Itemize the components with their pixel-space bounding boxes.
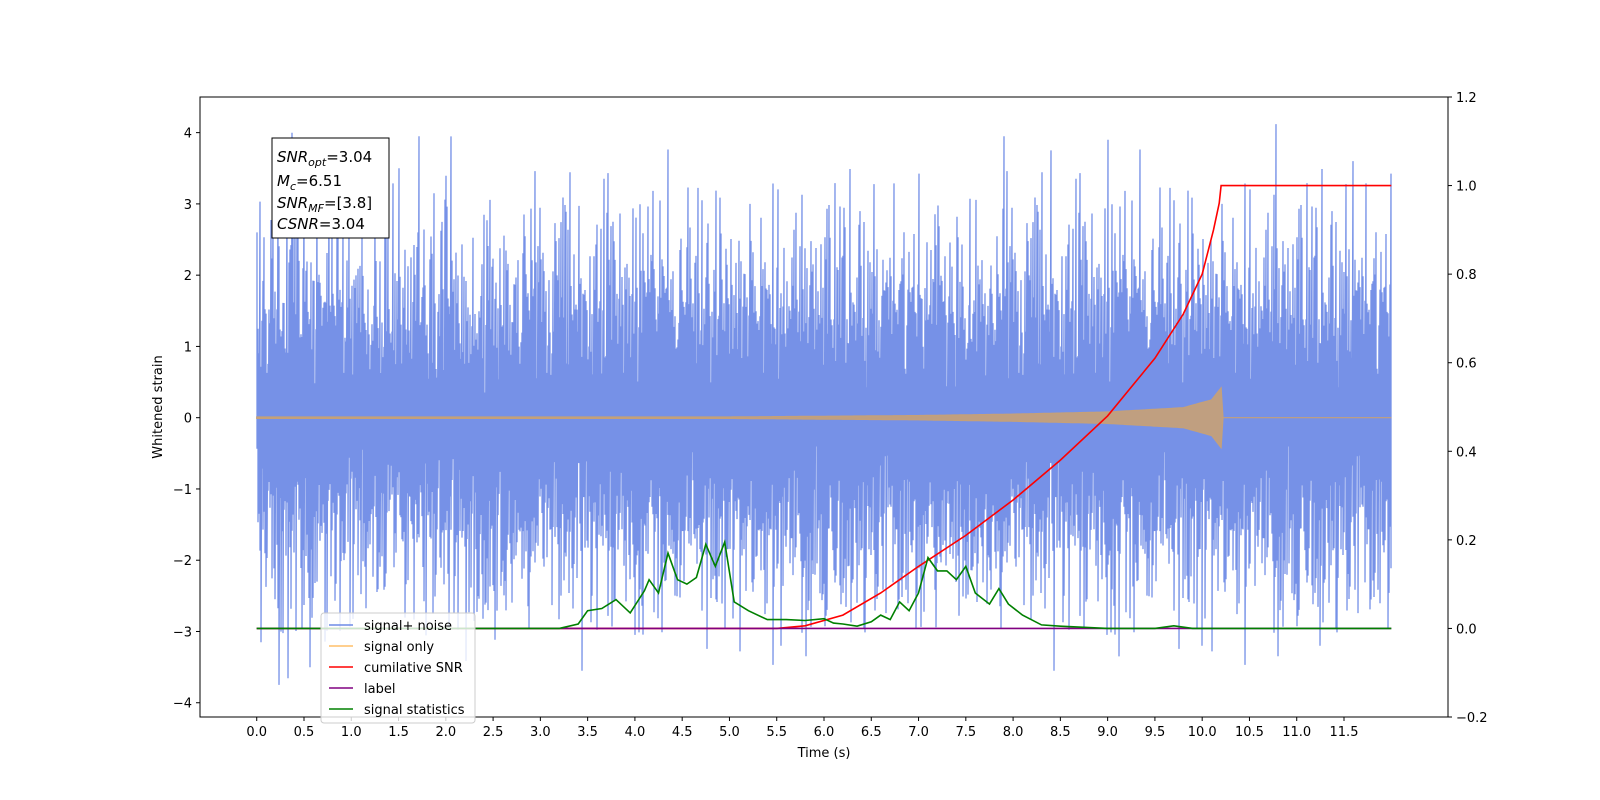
series-line-cumilative-snr <box>256 184 1392 630</box>
annotation-mc: Mc=6.51 <box>277 172 342 193</box>
y-left-tick-label: −4 <box>173 697 192 712</box>
y-right-tick-label: 0.8 <box>1456 268 1477 283</box>
annotation-csnr: CSNR=3.04 <box>277 215 365 233</box>
annotation-snr-opt: SNRopt=3.04 <box>277 148 372 169</box>
snr-mf-value: =[3.8] <box>324 194 372 212</box>
x-tick-label: 3.0 <box>530 725 551 740</box>
mc-subscript: c <box>290 180 296 193</box>
y-left-tick-label: −2 <box>173 554 192 569</box>
y-right-tick-label: 1.2 <box>1456 91 1477 106</box>
x-tick-label: 10.5 <box>1235 725 1264 740</box>
x-tick-label: 5.5 <box>766 725 787 740</box>
legend: signal+ noise signal only cumilative SNR la… <box>320 612 476 724</box>
x-tick-label: 8.0 <box>1003 725 1024 740</box>
csnr-value: =3.04 <box>319 215 365 233</box>
x-axis-label: Time (s) <box>797 746 851 761</box>
snr-mf-subscript: MF <box>308 202 324 215</box>
snr-mf-symbol: SNR <box>277 194 308 212</box>
x-tick-label: 3.5 <box>577 725 598 740</box>
x-tick-label: 1.0 <box>341 725 362 740</box>
x-tick-label: 1.5 <box>388 725 409 740</box>
mc-value: =6.51 <box>296 172 342 190</box>
legend-items: signal+ noise signal only cumilative SNR la… <box>329 619 465 718</box>
legend-frame <box>320 612 476 724</box>
y-left-tick-label: −3 <box>173 625 192 640</box>
series-line-signal-noise <box>256 124 1392 685</box>
x-tick-label: 6.5 <box>861 725 882 740</box>
y-left-tick-label: 1 <box>184 340 192 355</box>
x-tick-label: 7.0 <box>908 725 929 740</box>
x-tick-label: 11.5 <box>1330 725 1359 740</box>
y-right-tick-label: 0.2 <box>1456 534 1477 549</box>
y-left-tick-label: 0 <box>184 412 192 427</box>
snr-opt-symbol: SNR <box>277 148 308 166</box>
annotation-frame <box>271 137 390 239</box>
y-right-tick-label: 0.4 <box>1456 445 1477 460</box>
x-tick-label: 10.0 <box>1188 725 1217 740</box>
y-left-tick-label: 4 <box>184 127 192 142</box>
x-tick-label: 7.5 <box>955 725 976 740</box>
x-tick-label: 8.5 <box>1050 725 1071 740</box>
legend-label: signal+ noise <box>364 619 452 634</box>
x-tick-label: 2.5 <box>483 725 504 740</box>
y-right-tick-label: 0.0 <box>1456 622 1477 637</box>
y-right-tick-label: −0.2 <box>1456 711 1488 726</box>
snr-opt-subscript: opt <box>308 156 327 169</box>
y-right-tick-label: 1.0 <box>1456 180 1477 195</box>
legend-label: cumilative SNR <box>364 661 463 676</box>
x-tick-label: 11.0 <box>1282 725 1311 740</box>
y-axis-label: Whitened strain <box>151 355 166 458</box>
legend-label: signal only <box>364 640 434 655</box>
csnr-symbol: CSNR <box>277 215 319 233</box>
axes-layer: 0.0 0.5 1.0 1.5 2.0 2.5 3.0 3.5 4.0 4.5 5.0 5.5 6.0 6… <box>173 91 1488 740</box>
y-left-tick-label: 2 <box>184 269 192 284</box>
x-tick-label: 4.5 <box>672 725 693 740</box>
x-tick-label: 4.0 <box>625 725 646 740</box>
y-left-tick-label: 3 <box>184 198 192 213</box>
series-layer <box>256 124 1392 685</box>
y-right-tick-label: 0.6 <box>1456 357 1477 372</box>
y-left-tick-label: −1 <box>173 483 192 498</box>
series-line-signal-only <box>256 386 1392 450</box>
x-tick-label: 9.0 <box>1097 725 1118 740</box>
series-line-signal-statistics <box>256 539 1392 630</box>
annotation-box: SNRopt=3.04 Mc=6.51 SNRMF=[3.8] CSNR=3.0… <box>271 137 390 239</box>
snr-opt-value: =3.04 <box>326 148 372 166</box>
legend-label: label <box>364 682 395 697</box>
legend-label: signal statistics <box>364 703 465 718</box>
annotation-snr-mf: SNRMF=[3.8] <box>277 194 372 215</box>
x-tick-label: 9.5 <box>1145 725 1166 740</box>
x-tick-label: 5.0 <box>719 725 740 740</box>
x-tick-label: 0.0 <box>246 725 267 740</box>
mc-symbol: M <box>277 172 290 190</box>
x-tick-label: 0.5 <box>294 725 315 740</box>
x-tick-label: 2.0 <box>435 725 456 740</box>
x-tick-label: 6.0 <box>814 725 835 740</box>
